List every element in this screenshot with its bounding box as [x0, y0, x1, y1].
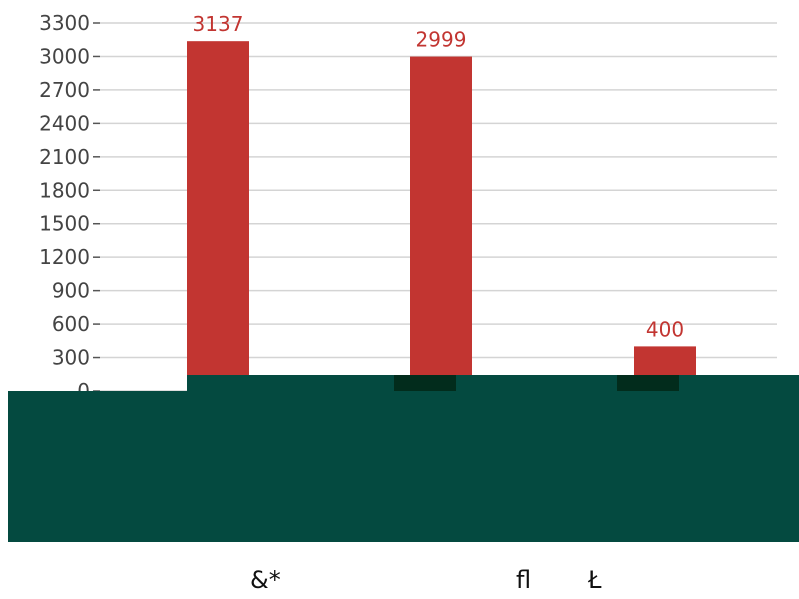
y-tick-label: 1200	[39, 245, 90, 269]
footer-text-2: ﬂ	[516, 566, 532, 594]
bar	[187, 41, 249, 391]
bar-value-label: 400	[646, 317, 684, 341]
footer-text-3: Ł	[588, 566, 602, 594]
dark-patch-2	[617, 375, 679, 392]
y-tick-label: 600	[52, 312, 90, 336]
overlay-block	[8, 391, 799, 542]
y-tick-label: 3000	[39, 44, 90, 68]
y-tick-label: 900	[52, 279, 90, 303]
y-tick-label: 1800	[39, 178, 90, 202]
data-labels: 3137 2999 400	[193, 12, 685, 341]
overlay-strip	[187, 375, 799, 392]
bar	[410, 56, 472, 391]
bars	[187, 41, 696, 391]
y-tick-label: 2100	[39, 145, 90, 169]
footer-text-1: &*	[250, 566, 281, 594]
y-tick-label: 1500	[39, 212, 90, 236]
y-axis: 0300600900120015001800210024002700300033…	[39, 11, 100, 403]
y-tick-label: 2400	[39, 111, 90, 135]
y-tick-label: 3300	[39, 11, 90, 35]
y-tick-label: 2700	[39, 78, 90, 102]
y-tick-label: 300	[52, 346, 90, 370]
bar-value-label: 2999	[416, 28, 467, 52]
bar-value-label: 3137	[193, 12, 244, 36]
dark-patch-1	[394, 375, 456, 392]
